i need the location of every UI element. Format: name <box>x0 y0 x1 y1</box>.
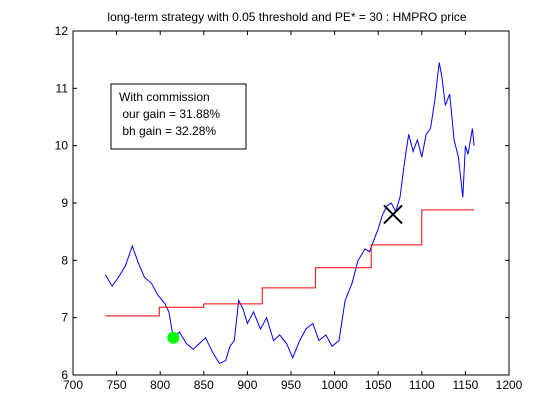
axis-ticks: 700 750 800 850 900 950 1000 1050 1100 1150 1200 6 7… <box>55 24 523 392</box>
x-tick-label: 900 <box>237 378 257 392</box>
y-tick-label: 7 <box>61 311 68 325</box>
x-tick-label: 1100 <box>409 378 435 392</box>
annotation-line-1: With commission <box>119 90 210 104</box>
annotation-frame <box>110 83 247 150</box>
annotation-line-2: our gain = 31.88% <box>119 107 220 121</box>
x-tick-label: 850 <box>194 378 214 392</box>
y-tick-label: 6 <box>61 368 68 382</box>
wealth-line <box>105 209 475 317</box>
y-tick-label: 11 <box>56 81 69 95</box>
y-tick-label: 8 <box>61 253 68 267</box>
plot-area <box>72 30 510 376</box>
buy-marker <box>167 331 180 344</box>
y-tick-label: 9 <box>61 196 68 210</box>
y-tick-label: 10 <box>55 139 69 153</box>
annotation-line-3: bh gain = 32.28% <box>119 124 216 138</box>
x-tick-label: 1000 <box>321 378 348 392</box>
sell-marker <box>383 204 403 225</box>
x-tick-label: 700 <box>63 378 83 392</box>
x-tick-label: 950 <box>281 378 301 392</box>
x-tick-label: 750 <box>107 378 127 392</box>
x-tick-label: 1050 <box>365 378 392 392</box>
x-tick-label: 1200 <box>496 378 523 392</box>
chart-title: long-term strategy with 0.05 threshold a… <box>107 10 466 24</box>
x-tick-label: 800 <box>150 378 170 392</box>
marker-layer <box>167 204 403 344</box>
y-tick-label: 12 <box>55 24 69 38</box>
x-tick-label: 1150 <box>452 378 478 392</box>
sell-marker-stroke <box>383 204 403 225</box>
annotation-box: With commission our gain = 31.88% bh gai… <box>110 83 247 150</box>
